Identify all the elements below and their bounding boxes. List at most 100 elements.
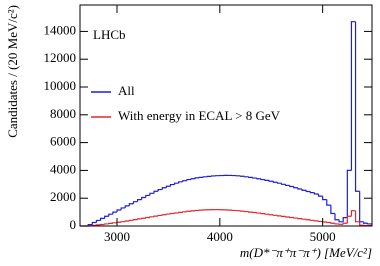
histogram-bin bbox=[252, 177, 257, 179]
histogram-bin bbox=[202, 176, 208, 178]
histogram-bin bbox=[153, 215, 159, 217]
histogram-bin bbox=[326, 221, 331, 224]
histogram-bin bbox=[317, 220, 323, 223]
histogram-bin bbox=[165, 213, 171, 215]
histogram-bin bbox=[330, 222, 335, 224]
histogram-bin bbox=[128, 219, 134, 221]
histogram-bin bbox=[313, 220, 319, 222]
histogram-bin bbox=[128, 203, 134, 206]
histogram-bin bbox=[120, 207, 126, 211]
histogram-bin bbox=[124, 205, 130, 208]
histogram-bin bbox=[161, 187, 167, 190]
histogram-bin bbox=[182, 180, 187, 182]
histogram-bin bbox=[169, 183, 175, 187]
histogram-bin bbox=[186, 178, 192, 181]
histogram-bin bbox=[178, 211, 183, 213]
histogram-bin bbox=[338, 219, 344, 223]
histogram-bin bbox=[276, 215, 282, 217]
histogram-bin bbox=[198, 176, 204, 178]
histogram-bin bbox=[141, 217, 146, 219]
histogram-bin bbox=[264, 213, 270, 215]
histogram-bin bbox=[322, 221, 327, 223]
histogram-bin bbox=[301, 189, 307, 191]
histogram-bin bbox=[334, 223, 340, 225]
histogram-bin bbox=[354, 21, 360, 192]
histogram-bin bbox=[186, 210, 192, 212]
histogram-bin bbox=[104, 215, 109, 219]
legend-label: All bbox=[118, 83, 135, 98]
histogram-bin bbox=[116, 209, 122, 213]
histogram-bin bbox=[112, 222, 118, 224]
histogram-bin bbox=[363, 221, 368, 224]
histogram-bin bbox=[322, 196, 327, 201]
histogram-bin bbox=[248, 176, 253, 178]
histogram-bin bbox=[342, 222, 348, 225]
histogram-bin bbox=[132, 219, 138, 221]
y-tick-label: 0 bbox=[70, 217, 77, 232]
x-tick-label: 4000 bbox=[207, 229, 233, 244]
histogram-bin bbox=[145, 194, 150, 198]
histogram-bin bbox=[256, 178, 261, 180]
histogram-bin bbox=[112, 211, 118, 215]
x-tick-label: 3000 bbox=[104, 229, 130, 244]
histogram-bin bbox=[264, 179, 270, 182]
histogram-bin bbox=[104, 223, 109, 225]
y-tick-label: 4000 bbox=[50, 161, 76, 176]
histogram-bin bbox=[99, 217, 105, 221]
histogram-bin bbox=[190, 178, 196, 180]
histogram-bin bbox=[293, 217, 298, 219]
histogram-bin bbox=[165, 185, 171, 188]
histogram-bin bbox=[136, 198, 142, 202]
histogram-bin bbox=[285, 184, 290, 187]
histogram-bin bbox=[276, 182, 282, 184]
y-tick-label: 12000 bbox=[44, 50, 77, 65]
histogram-bin bbox=[326, 199, 331, 206]
histogram-bin bbox=[334, 213, 340, 221]
histogram-bin bbox=[178, 181, 183, 184]
histogram-bin bbox=[108, 222, 113, 224]
histogram-bin bbox=[243, 176, 249, 178]
histogram-bin bbox=[305, 219, 311, 221]
x-tick-label: 5000 bbox=[310, 229, 336, 244]
histogram-bin bbox=[289, 185, 294, 188]
histogram-bin bbox=[297, 187, 303, 190]
histogram-bin bbox=[285, 216, 290, 218]
histogram-bin bbox=[173, 212, 179, 214]
histogram-bin bbox=[260, 178, 266, 181]
histogram-bin bbox=[161, 214, 167, 216]
histogram-bin bbox=[268, 214, 274, 216]
histogram-bin bbox=[120, 221, 126, 223]
y-tick-label: 6000 bbox=[50, 134, 76, 149]
histogram-bin bbox=[289, 216, 294, 219]
histogram-bin bbox=[359, 221, 364, 226]
histogram-bin bbox=[297, 218, 303, 220]
y-tick-label: 2000 bbox=[50, 189, 76, 204]
histogram-bin bbox=[313, 192, 319, 195]
annotation: LHCb bbox=[93, 27, 126, 42]
y-tick-label: 8000 bbox=[50, 106, 76, 121]
histogram-bin bbox=[157, 214, 163, 217]
histogram-bin bbox=[346, 215, 352, 224]
legend-label: With energy in ECAL > 8 GeV bbox=[118, 108, 281, 123]
histogram-bin bbox=[136, 218, 142, 220]
histogram-bin bbox=[124, 220, 130, 222]
histogram-bin bbox=[132, 201, 138, 204]
plot-frame bbox=[79, 4, 373, 227]
histogram-bin bbox=[280, 215, 286, 218]
histogram-bin bbox=[342, 217, 348, 222]
histogram-bin bbox=[149, 192, 155, 196]
histogram-bin bbox=[309, 191, 315, 194]
y-tick-label: 14000 bbox=[44, 22, 77, 37]
histogram-bin bbox=[194, 177, 200, 179]
x-axis-label: m(D*⁻π⁺π⁻π⁺) [MeV/c²] bbox=[240, 245, 372, 260]
histogram-bin bbox=[272, 181, 278, 183]
histogram-bin bbox=[272, 214, 278, 216]
histogram-bin bbox=[91, 221, 97, 225]
histogram-bin bbox=[141, 196, 146, 200]
histogram-bin bbox=[153, 190, 159, 194]
histogram-bin bbox=[317, 194, 323, 197]
histogram-bin bbox=[354, 210, 360, 223]
histogram-bin bbox=[173, 182, 179, 185]
histogram-bin bbox=[367, 223, 372, 225]
